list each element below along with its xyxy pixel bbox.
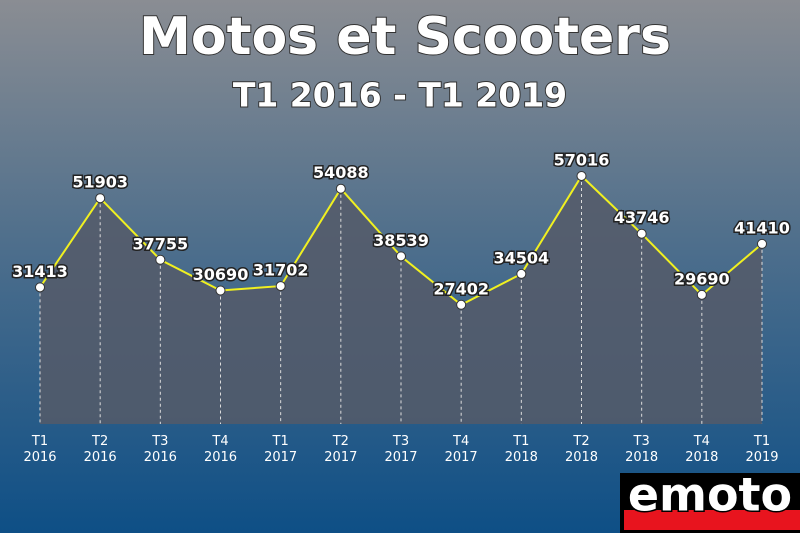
x-tick-year: 2016 xyxy=(204,450,237,465)
x-tick-label: T1 2016 xyxy=(23,434,56,465)
x-tick-year: 2017 xyxy=(384,450,417,465)
x-tick-year: 2016 xyxy=(144,450,177,465)
x-tick-quarter: T4 xyxy=(211,434,228,449)
x-tick-year: 2016 xyxy=(23,450,56,465)
x-tick-label: T4 2016 xyxy=(204,434,237,465)
x-tick-year: 2017 xyxy=(324,450,357,465)
x-tick-quarter: T1 xyxy=(31,434,48,449)
x-tick-label: T2 2017 xyxy=(324,434,357,465)
point xyxy=(155,254,166,265)
value-label: 37755 xyxy=(132,234,188,253)
x-tick-label: T3 2016 xyxy=(144,434,177,465)
value-label: 31413 xyxy=(12,262,68,281)
x-tick-label: T1 2019 xyxy=(745,434,778,465)
x-tick-year: 2018 xyxy=(565,450,598,465)
chart-title: Motos et Scooters xyxy=(139,7,671,67)
x-tick-label: T4 2017 xyxy=(445,434,478,465)
x-tick-year: 2017 xyxy=(264,450,297,465)
point xyxy=(275,281,286,292)
logo-text: emoto xyxy=(628,468,792,522)
value-label: 43746 xyxy=(614,208,670,227)
point xyxy=(636,228,647,239)
x-tick-quarter: T3 xyxy=(151,434,168,449)
point xyxy=(516,268,527,279)
x-tick-label: T3 2017 xyxy=(384,434,417,465)
value-label: 41410 xyxy=(734,218,790,237)
point xyxy=(335,183,346,194)
x-tick-quarter: T1 xyxy=(753,434,770,449)
x-tick-year: 2019 xyxy=(745,450,778,465)
point xyxy=(576,170,587,181)
value-label: 31702 xyxy=(253,261,309,280)
x-tick-year: 2018 xyxy=(625,450,658,465)
x-tick-year: 2016 xyxy=(84,450,117,465)
x-tick-year: 2018 xyxy=(685,450,718,465)
value-label: 29690 xyxy=(674,269,730,288)
x-tick-quarter: T4 xyxy=(693,434,710,449)
x-tick-label: T2 2018 xyxy=(565,434,598,465)
x-tick-year: 2018 xyxy=(505,450,538,465)
x-tick-label: T3 2018 xyxy=(625,434,658,465)
point xyxy=(456,299,467,310)
point xyxy=(35,282,45,293)
point xyxy=(95,193,106,204)
logo: emoto xyxy=(620,466,800,533)
x-tick-label: T1 2018 xyxy=(505,434,538,465)
value-label: 38539 xyxy=(373,231,429,250)
point xyxy=(696,289,707,300)
point xyxy=(757,238,767,249)
x-tick-label: T1 2017 xyxy=(264,434,297,465)
value-label: 30690 xyxy=(193,265,249,284)
chart-subtitle: T1 2016 - T1 2019 xyxy=(233,76,567,115)
value-label: 51903 xyxy=(72,173,128,192)
x-tick-quarter: T1 xyxy=(272,434,289,449)
point xyxy=(215,285,226,296)
x-tick-quarter: T4 xyxy=(452,434,469,449)
x-tick-quarter: T2 xyxy=(572,434,589,449)
x-tick-quarter: T3 xyxy=(633,434,650,449)
value-label: 54088 xyxy=(313,163,369,182)
x-tick-quarter: T1 xyxy=(512,434,529,449)
x-tick-year: 2017 xyxy=(445,450,478,465)
value-label: 34504 xyxy=(493,248,549,267)
x-tick-label: T4 2018 xyxy=(685,434,718,465)
x-tick-quarter: T3 xyxy=(392,434,409,449)
x-tick-label: T2 2016 xyxy=(84,434,117,465)
value-label: 27402 xyxy=(433,279,489,298)
value-label: 57016 xyxy=(554,150,610,169)
point xyxy=(396,251,406,262)
x-tick-quarter: T2 xyxy=(91,434,108,449)
x-tick-quarter: T2 xyxy=(332,434,349,449)
